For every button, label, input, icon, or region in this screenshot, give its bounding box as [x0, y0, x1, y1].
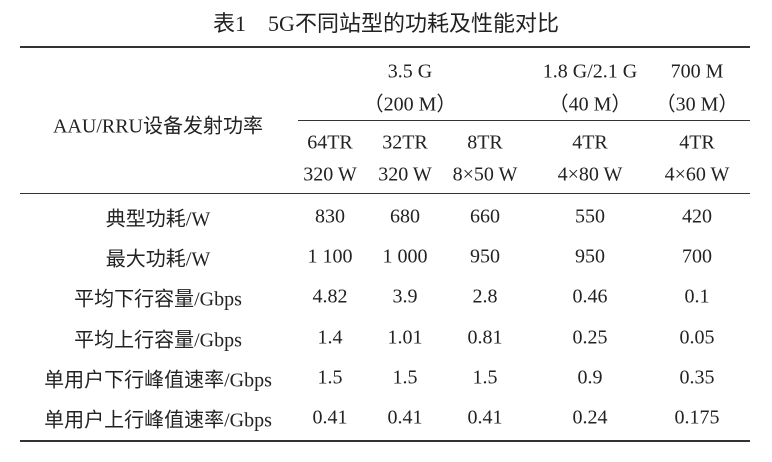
- group-band: 3.5 G: [387, 60, 433, 83]
- cell: 0.175: [674, 406, 720, 429]
- cell: 0.81: [467, 326, 503, 349]
- sub-header-power: 4×60 W: [664, 163, 730, 186]
- row-label: 单用户下行峰值速率/Gbps: [44, 369, 272, 392]
- cell: 0.9: [577, 366, 603, 389]
- sub-header-power: 8×50 W: [452, 163, 518, 186]
- sub-header-power: 320 W: [378, 163, 432, 186]
- table-title: 表1 5G不同站型的功耗及性能对比: [213, 11, 559, 36]
- sub-header-trx: 4TR: [679, 131, 715, 154]
- cell: 0.41: [312, 406, 348, 429]
- group-bandwidth: （30 M）: [655, 93, 739, 116]
- sub-header-trx: 4TR: [572, 131, 608, 154]
- cell: 2.8: [472, 285, 498, 308]
- cell: 0.41: [467, 406, 503, 429]
- group-bandwidth: （40 M）: [548, 93, 632, 116]
- top-rule: [20, 46, 750, 48]
- cell: 0.25: [572, 326, 608, 349]
- cell: 0.46: [572, 285, 608, 308]
- row-label: 最大功耗/W: [105, 248, 211, 271]
- cell: 1.01: [387, 326, 423, 349]
- group-rule: [298, 120, 750, 121]
- row-label: 单用户上行峰值速率/Gbps: [44, 409, 272, 432]
- cell: 420: [682, 205, 712, 228]
- bottom-rule: [20, 440, 750, 442]
- cell: 830: [315, 205, 345, 228]
- cell: 0.24: [572, 406, 608, 429]
- cell: 1.5: [392, 366, 418, 389]
- cell: 550: [575, 205, 605, 228]
- corner-header: AAU/RRU设备发射功率: [52, 115, 264, 138]
- cell: 1 100: [307, 245, 353, 268]
- cell: 1.4: [317, 326, 343, 349]
- sub-header-power: 4×80 W: [557, 163, 623, 186]
- cell: 1 000: [382, 245, 428, 268]
- cell: 680: [390, 205, 420, 228]
- cell: 1.5: [317, 366, 343, 389]
- cell: 0.35: [679, 366, 715, 389]
- row-label: 平均下行容量/Gbps: [74, 288, 242, 311]
- sub-header-trx: 8TR: [467, 131, 503, 154]
- group-band: 1.8 G/2.1 G: [542, 60, 638, 83]
- cell: 700: [682, 245, 712, 268]
- cell: 0.1: [684, 285, 710, 308]
- header-rule: [20, 193, 750, 194]
- cell: 660: [470, 205, 500, 228]
- sub-header-trx: 64TR: [307, 131, 353, 154]
- cell: 1.5: [472, 366, 498, 389]
- cell: 0.41: [387, 406, 423, 429]
- row-label: 典型功耗/W: [105, 208, 211, 231]
- group-band: 700 M: [670, 60, 724, 83]
- sub-header-trx: 32TR: [382, 131, 428, 154]
- cell: 3.9: [392, 285, 418, 308]
- cell: 950: [470, 245, 500, 268]
- group-bandwidth: （200 M）: [363, 93, 457, 116]
- cell: 0.05: [679, 326, 715, 349]
- cell: 950: [575, 245, 605, 268]
- row-label: 平均上行容量/Gbps: [74, 329, 242, 352]
- sub-header-power: 320 W: [303, 163, 357, 186]
- cell: 4.82: [312, 285, 348, 308]
